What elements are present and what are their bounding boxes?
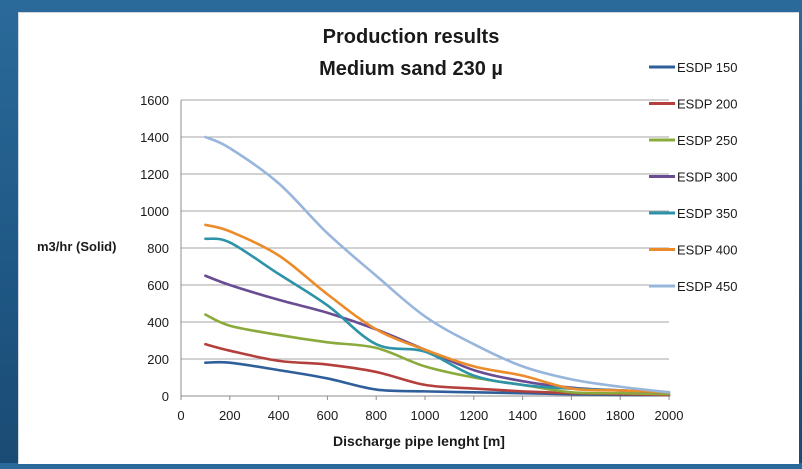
legend-label: ESDP 400: [677, 243, 737, 258]
chart-subtitle: Medium sand 230 µ: [319, 58, 503, 80]
y-tick-label: 400: [147, 315, 169, 330]
y-tick-label: 1600: [140, 93, 169, 108]
x-tick-label: 1600: [557, 408, 586, 423]
x-axis-label: Discharge pipe lenght [m]: [333, 433, 505, 449]
y-tick-label: 1400: [140, 130, 169, 145]
series-line: [204, 313, 671, 396]
y-tick-label: 0: [162, 389, 169, 404]
y-tick-label: 200: [147, 352, 169, 367]
grid-lines: [181, 99, 669, 360]
chart-panel: Production results Medium sand 230 µ 0 20…: [18, 12, 799, 464]
x-tick-label: 2000: [655, 408, 684, 423]
axes: [180, 100, 670, 400]
series-lines: [204, 135, 671, 397]
x-tick-label: 800: [365, 408, 387, 423]
x-tick-label: 1200: [459, 408, 488, 423]
legend-label: ESDP 150: [677, 60, 737, 75]
x-tick-label: 0: [177, 408, 184, 423]
y-tick-label: 1000: [140, 204, 169, 219]
series-line: [204, 223, 671, 394]
legend-label: ESDP 450: [677, 279, 737, 294]
series-line: [204, 135, 671, 394]
y-tick-label: 1200: [140, 167, 169, 182]
legend-label: ESDP 200: [677, 97, 737, 112]
y-tick-label: 600: [147, 278, 169, 293]
legend-label: ESDP 250: [677, 133, 737, 148]
x-tick-label: 1400: [508, 408, 537, 423]
x-tick-label: 1800: [606, 408, 635, 423]
legend-label: ESDP 300: [677, 170, 737, 185]
y-tick-label: 800: [147, 241, 169, 256]
y-tick-labels: 0 200 400 600 800 1000 1200 1400 1600: [140, 93, 169, 404]
x-tick-label: 1000: [411, 408, 440, 423]
line-chart: Production results Medium sand 230 µ 0 20…: [37, 26, 737, 449]
y-axis-label: m3/hr (Solid): [37, 239, 116, 254]
x-tick-label: 200: [219, 408, 241, 423]
legend: ESDP 150 ESDP 200 ESDP 250 ESDP 300 ESDP 350…: [649, 60, 737, 294]
legend-label: ESDP 350: [677, 206, 737, 221]
x-tick-labels: 0 200 400 600 800 1000 1200 1400 1600 1800 2000: [177, 408, 683, 423]
x-tick-label: 600: [317, 408, 339, 423]
x-tick-label: 400: [268, 408, 290, 423]
chart-title: Production results: [323, 26, 500, 48]
